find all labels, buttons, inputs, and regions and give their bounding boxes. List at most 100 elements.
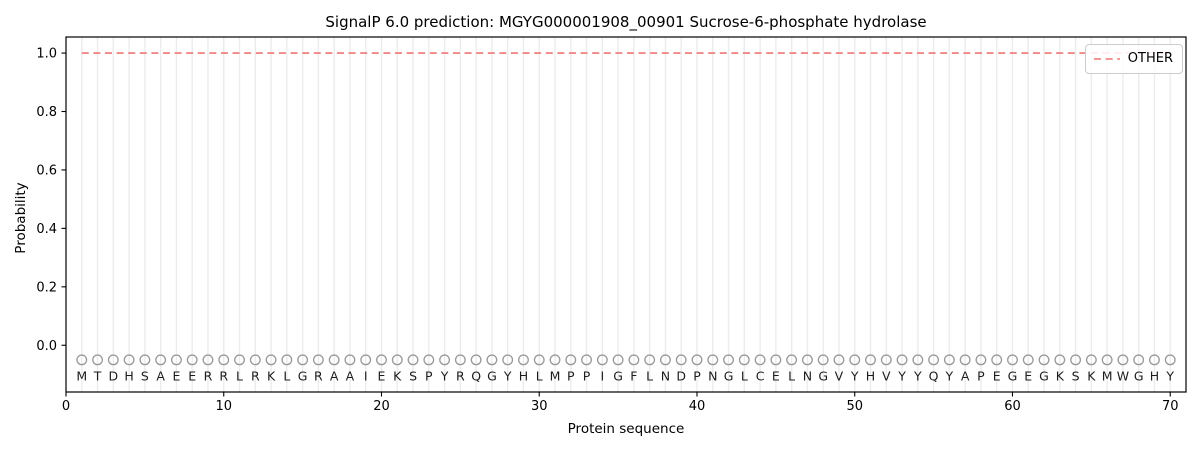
residue-marker [659, 354, 671, 366]
residue-letter: C [756, 368, 765, 383]
residue-letter: R [456, 368, 465, 383]
residue-letter: P [567, 368, 575, 383]
residue-marker [801, 354, 813, 366]
y-tick-label: 1.0 [36, 47, 57, 62]
residue-marker [943, 354, 955, 366]
residue-marker [92, 354, 103, 366]
residue-marker [344, 354, 356, 366]
residue-marker [1117, 354, 1129, 366]
residue-letter: L [788, 368, 795, 383]
chart-title: SignalP 6.0 prediction: MGYG000001908_00… [325, 13, 927, 31]
residue-letter: A [156, 368, 165, 383]
residue-letter: Y [913, 368, 922, 383]
residue-marker [628, 354, 640, 366]
plot-border [65, 36, 1187, 393]
residue-letter: Y [440, 368, 449, 383]
residue-letter: G [1039, 368, 1049, 383]
residue-letter: G [298, 368, 308, 383]
residue-marker [833, 354, 845, 366]
residue-marker [218, 354, 230, 366]
residue-marker [170, 354, 182, 366]
residue-marker [675, 354, 687, 366]
legend-dash-sample [1093, 58, 1120, 60]
legend: OTHER [1084, 44, 1183, 74]
residue-marker [439, 354, 451, 366]
residue-marker [470, 354, 482, 366]
residue-marker [454, 354, 466, 366]
residue-letter: R [219, 368, 228, 383]
residue-letter: G [1008, 368, 1018, 383]
y-tick-label: 0.8 [36, 105, 57, 120]
residue-letter: V [835, 368, 844, 383]
residue-marker [533, 354, 545, 366]
residue-marker [896, 354, 908, 366]
residue-letter: W [1117, 368, 1129, 383]
legend-label: OTHER [1127, 51, 1173, 66]
residue-marker [202, 354, 214, 366]
residue-letter: M [550, 368, 561, 383]
x-axis-label: Protein sequence [567, 421, 685, 437]
residue-letter: P [583, 368, 591, 383]
residue-letter: Y [1165, 368, 1174, 383]
residue-marker [991, 354, 1003, 366]
residue-letter: H [866, 368, 875, 383]
residue-marker [1054, 354, 1066, 366]
residue-marker [1149, 354, 1160, 366]
residue-letter: E [1024, 368, 1032, 383]
residue-letter: Y [945, 368, 954, 383]
residue-marker [786, 354, 798, 366]
residue-letter: M [76, 368, 87, 383]
residue-letter: G [487, 368, 497, 383]
residue-marker [360, 354, 372, 366]
residue-letter: T [93, 368, 102, 383]
residue-letter: H [124, 368, 133, 383]
residue-marker [691, 354, 703, 366]
residue-marker [234, 354, 245, 366]
residue-marker [738, 354, 750, 366]
residue-marker [707, 354, 719, 366]
residue-marker [186, 354, 198, 366]
residue-letter: L [236, 368, 243, 383]
x-tick-label: 40 [689, 399, 706, 414]
x-tick-label: 10 [215, 399, 232, 414]
residue-marker [249, 354, 261, 366]
residue-letter: K [393, 368, 402, 383]
residue-marker [975, 354, 987, 366]
residue-marker [565, 354, 577, 366]
residue-marker [297, 354, 309, 366]
residue-letter: P [977, 368, 985, 383]
residue-letter: M [1102, 368, 1113, 383]
residue-letter: Y [503, 368, 512, 383]
x-tick-label: 60 [1004, 399, 1021, 414]
residue-marker [107, 354, 119, 366]
residue-marker [1101, 354, 1113, 366]
residue-letter: R [314, 368, 323, 383]
x-tick-label: 20 [373, 399, 390, 414]
y-tick-label: 0.0 [36, 339, 57, 354]
y-tick-label: 0.6 [36, 163, 57, 178]
residue-marker [407, 354, 419, 366]
residue-marker [376, 354, 387, 366]
residue-marker [391, 354, 403, 366]
residue-letter: L [646, 368, 653, 383]
residue-marker [928, 354, 940, 366]
residue-marker [849, 354, 861, 366]
residue-marker [865, 354, 876, 366]
y-tick-label: 0.4 [36, 222, 57, 237]
residue-letter: E [172, 368, 180, 383]
residue-letter: A [346, 368, 355, 383]
residue-letter: N [708, 368, 717, 383]
residue-marker [155, 354, 167, 366]
residue-letter: K [267, 368, 276, 383]
residue-letter: P [425, 368, 433, 383]
residue-letter: A [330, 368, 339, 383]
residue-marker [770, 354, 782, 366]
residue-letter: I [600, 368, 604, 383]
residue-letter: D [109, 368, 119, 383]
residue-marker [612, 354, 624, 366]
residue-marker [328, 354, 340, 366]
residue-letter: G [613, 368, 623, 383]
residue-marker [581, 354, 593, 366]
